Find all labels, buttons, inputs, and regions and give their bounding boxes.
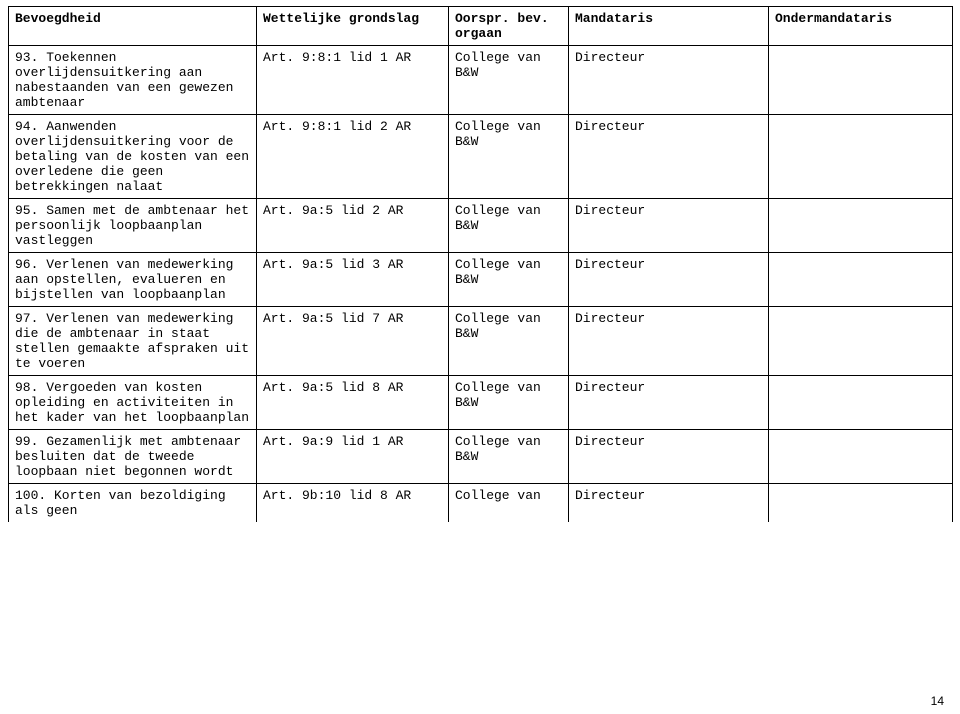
- delegation-table: Bevoegdheid Wettelijke grondslag Oorspr.…: [8, 6, 953, 522]
- cell-ondermandataris: [769, 484, 953, 523]
- cell-mandataris: Directeur: [569, 253, 769, 307]
- table-header: Bevoegdheid Wettelijke grondslag Oorspr.…: [9, 7, 953, 46]
- cell-grondslag: Art. 9a:5 lid 8 AR: [257, 376, 449, 430]
- table-row: 93. Toekennen overlijdensuitkering aan n…: [9, 46, 953, 115]
- col-header-bevoegdheid: Bevoegdheid: [9, 7, 257, 46]
- cell-mandataris: Directeur: [569, 115, 769, 199]
- cell-bevoegdheid: 96. Verlenen van medewerking aan opstell…: [9, 253, 257, 307]
- cell-grondslag: Art. 9a:9 lid 1 AR: [257, 430, 449, 484]
- cell-orgaan: College van: [449, 484, 569, 523]
- table-row: 100. Korten van bezoldiging als geen Art…: [9, 484, 953, 523]
- cell-orgaan: College van B&W: [449, 46, 569, 115]
- cell-grondslag: Art. 9:8:1 lid 2 AR: [257, 115, 449, 199]
- cell-ondermandataris: [769, 199, 953, 253]
- table-body: 93. Toekennen overlijdensuitkering aan n…: [9, 46, 953, 523]
- cell-grondslag: Art. 9a:5 lid 2 AR: [257, 199, 449, 253]
- cell-ondermandataris: [769, 46, 953, 115]
- table-row: 97. Verlenen van medewerking die de ambt…: [9, 307, 953, 376]
- cell-mandataris: Directeur: [569, 199, 769, 253]
- table-row: 94. Aanwenden overlijdensuitkering voor …: [9, 115, 953, 199]
- cell-orgaan: College van B&W: [449, 430, 569, 484]
- cell-ondermandataris: [769, 430, 953, 484]
- cell-bevoegdheid: 93. Toekennen overlijdensuitkering aan n…: [9, 46, 257, 115]
- cell-orgaan: College van B&W: [449, 199, 569, 253]
- cell-grondslag: Art. 9:8:1 lid 1 AR: [257, 46, 449, 115]
- cell-grondslag: Art. 9a:5 lid 7 AR: [257, 307, 449, 376]
- cell-ondermandataris: [769, 307, 953, 376]
- cell-orgaan: College van B&W: [449, 115, 569, 199]
- cell-ondermandataris: [769, 115, 953, 199]
- table-row: 98. Vergoeden van kosten opleiding en ac…: [9, 376, 953, 430]
- cell-orgaan: College van B&W: [449, 376, 569, 430]
- cell-ondermandataris: [769, 253, 953, 307]
- cell-grondslag: Art. 9a:5 lid 3 AR: [257, 253, 449, 307]
- cell-ondermandataris: [769, 376, 953, 430]
- cell-bevoegdheid: 95. Samen met de ambtenaar het persoonli…: [9, 199, 257, 253]
- table-row: 99. Gezamenlijk met ambtenaar besluiten …: [9, 430, 953, 484]
- cell-orgaan: College van B&W: [449, 307, 569, 376]
- cell-mandataris: Directeur: [569, 484, 769, 523]
- cell-bevoegdheid: 97. Verlenen van medewerking die de ambt…: [9, 307, 257, 376]
- table-row: 95. Samen met de ambtenaar het persoonli…: [9, 199, 953, 253]
- cell-mandataris: Directeur: [569, 46, 769, 115]
- cell-mandataris: Directeur: [569, 430, 769, 484]
- table-row: 96. Verlenen van medewerking aan opstell…: [9, 253, 953, 307]
- col-header-orgaan: Oorspr. bev. orgaan: [449, 7, 569, 46]
- cell-bevoegdheid: 94. Aanwenden overlijdensuitkering voor …: [9, 115, 257, 199]
- document-page: Bevoegdheid Wettelijke grondslag Oorspr.…: [0, 0, 960, 714]
- col-header-mandataris: Mandataris: [569, 7, 769, 46]
- cell-grondslag: Art. 9b:10 lid 8 AR: [257, 484, 449, 523]
- cell-bevoegdheid: 99. Gezamenlijk met ambtenaar besluiten …: [9, 430, 257, 484]
- col-header-ondermandataris: Ondermandataris: [769, 7, 953, 46]
- cell-bevoegdheid: 98. Vergoeden van kosten opleiding en ac…: [9, 376, 257, 430]
- cell-orgaan: College van B&W: [449, 253, 569, 307]
- page-number: 14: [931, 694, 944, 708]
- col-header-grondslag: Wettelijke grondslag: [257, 7, 449, 46]
- cell-mandataris: Directeur: [569, 376, 769, 430]
- cell-mandataris: Directeur: [569, 307, 769, 376]
- cell-bevoegdheid: 100. Korten van bezoldiging als geen: [9, 484, 257, 523]
